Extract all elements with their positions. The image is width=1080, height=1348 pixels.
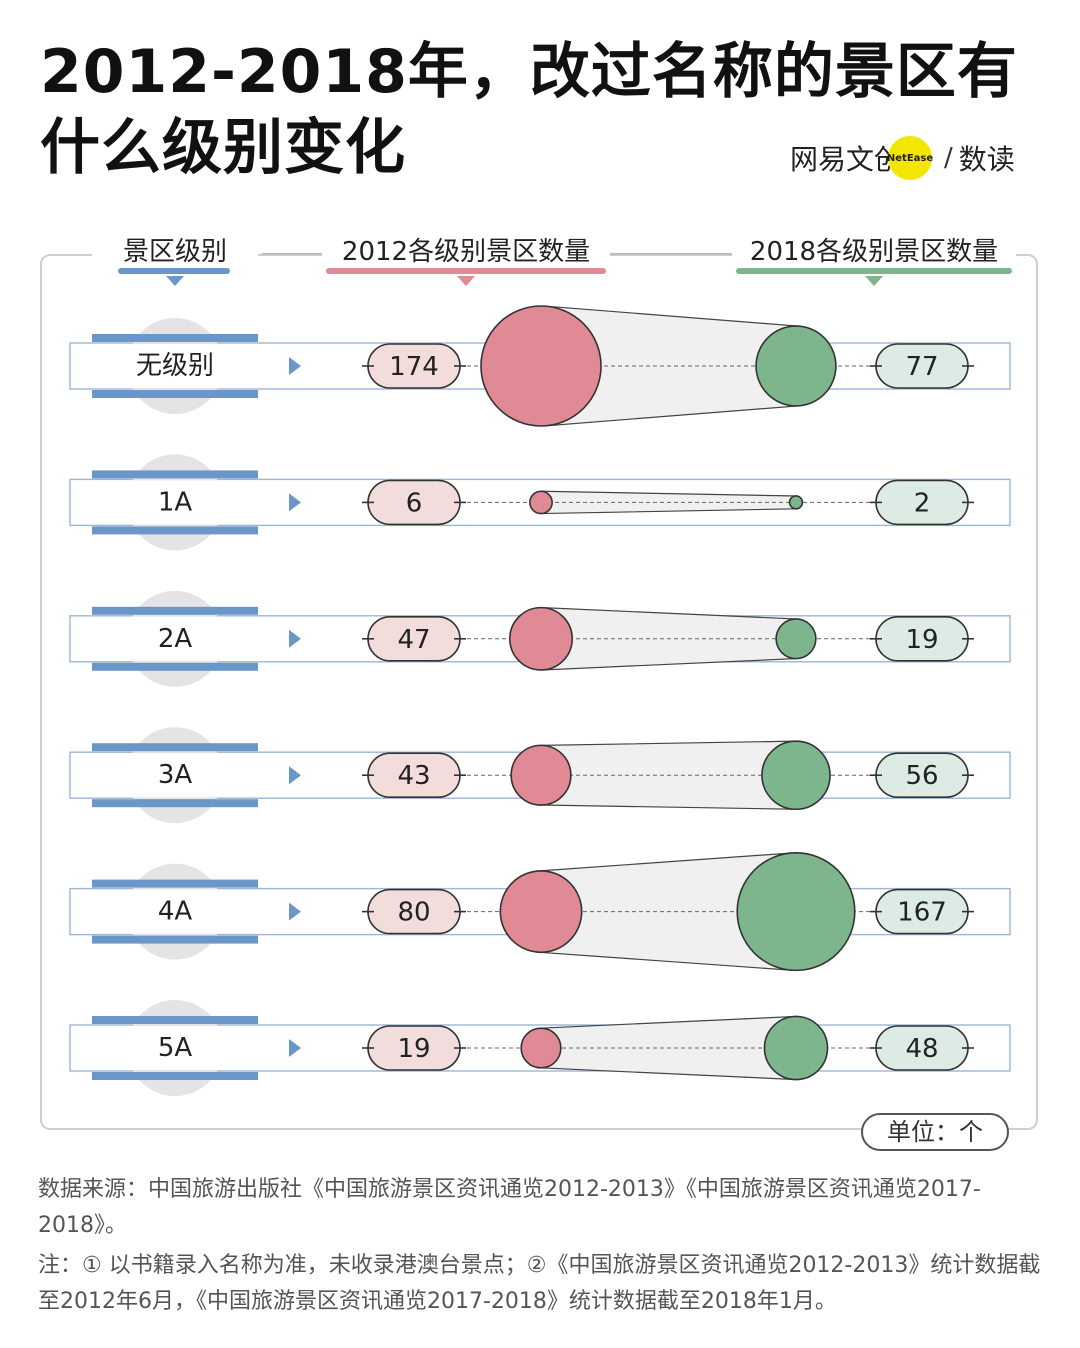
bubble-2018 (761, 740, 831, 811)
bubble-2012 (509, 606, 573, 671)
level-bar-bottom (92, 662, 258, 671)
brand-slash: / (944, 143, 953, 173)
header-2012: 2012各级别景区数量 (322, 234, 610, 286)
header-divider (262, 253, 322, 255)
bubble-2012 (510, 744, 572, 806)
value-2018-label: 48 (905, 1034, 938, 1064)
level-bar-bottom (92, 1072, 258, 1080)
level-bar-bottom (92, 799, 258, 808)
bubble-2018 (763, 1015, 829, 1081)
value-2012-label: 6 (406, 488, 423, 518)
value-2012-label: 19 (397, 1034, 430, 1064)
value-2018-label: 167 (897, 898, 947, 928)
level-bar-top (92, 334, 258, 342)
level-bar-top (92, 743, 258, 752)
brand-shudu: 数读 (958, 143, 1015, 176)
level-bar-top (92, 606, 258, 615)
row-arrow (289, 902, 301, 921)
level-bar-bottom (92, 935, 258, 944)
level-cell (92, 889, 258, 934)
header-2018: 2018各级别景区数量 (732, 234, 1016, 286)
level-label: 1A (158, 487, 193, 517)
level-label: 4A (158, 897, 193, 927)
level-label: 无级别 (136, 351, 214, 381)
header-level: 景区级别 (92, 234, 258, 286)
source-note: 数据来源：中国旅游出版社《中国旅游景区资讯通览2012-2013》《中国旅游景区… (38, 1177, 981, 1238)
row-arrow (289, 357, 301, 375)
brand-logo: 网易文创 NetEase / 数读 (790, 136, 1050, 180)
bubble-2012 (499, 870, 583, 954)
level-label: 5A (158, 1033, 193, 1063)
chart-title: 2012-2018年，改过名称的景区有什么级别变化 (40, 37, 1018, 183)
bubble-2012 (529, 490, 553, 515)
bubble-2018 (755, 325, 837, 407)
row-strip (69, 1024, 1011, 1072)
bubble-2012 (480, 305, 602, 427)
value-2018-label: 77 (905, 352, 938, 382)
level-label: 2A (158, 624, 193, 654)
value-2012-label: 80 (397, 898, 430, 928)
value-2018-label: 19 (905, 625, 938, 655)
value-2018-label: 2 (914, 488, 931, 518)
row-arrow (289, 766, 301, 785)
level-cell (92, 344, 258, 388)
unit-label: 单位：个 (861, 1113, 1009, 1151)
level-bar-bottom (92, 526, 258, 535)
row-strip (69, 478, 1011, 527)
level-cell (92, 616, 258, 661)
bubble-2018 (775, 618, 817, 660)
value-2018-label: 56 (905, 761, 938, 791)
row-arrow (289, 1039, 301, 1057)
level-bar-bottom (92, 390, 258, 398)
footnote: 注：① 以书籍录入名称为准，未收录港澳台景点；②《中国旅游景区资讯通览2012-… (38, 1253, 1041, 1314)
row-arrow (289, 493, 301, 512)
bubble-2018 (736, 852, 856, 972)
brand-netease-wenchuang: 网易文创 (790, 143, 903, 176)
header-divider (610, 253, 732, 255)
value-2012-label: 174 (389, 352, 439, 382)
bubble-2018 (788, 495, 804, 510)
level-cell (92, 1026, 258, 1070)
level-label: 3A (158, 760, 193, 790)
value-2012-label: 47 (397, 625, 430, 655)
level-bar-top (92, 470, 258, 479)
bubble-2012 (520, 1027, 562, 1069)
row-arrow (289, 629, 301, 648)
value-2012-label: 43 (397, 761, 430, 791)
brand-badge: NetEase (887, 136, 933, 180)
level-bar-top (92, 1016, 258, 1024)
level-cell (92, 480, 258, 525)
level-cell (92, 753, 258, 798)
level-bar-top (92, 879, 258, 888)
